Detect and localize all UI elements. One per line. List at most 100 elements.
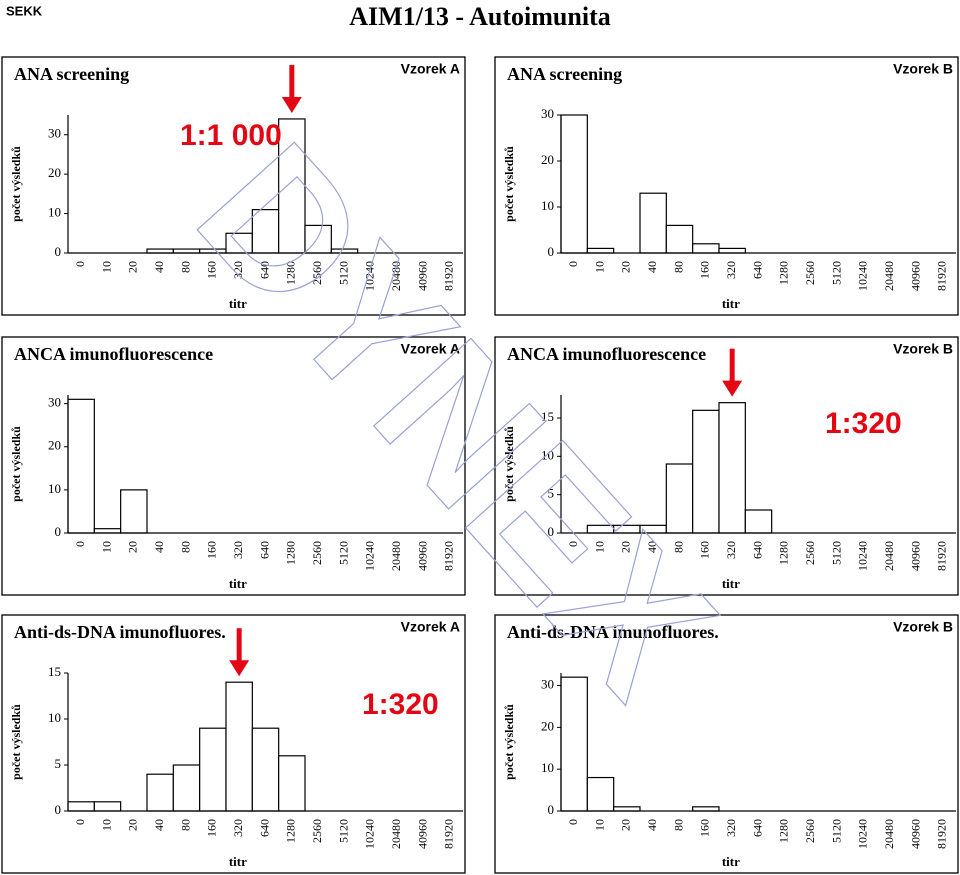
x-tick-label: 10240 <box>363 261 377 291</box>
bar <box>199 727 227 812</box>
x-tick-label: 320 <box>231 541 245 559</box>
bar <box>172 764 201 812</box>
x-tick-label: 5120 <box>336 541 350 565</box>
x-tick-label: 1280 <box>284 819 298 843</box>
y-tick-label: 0 <box>548 524 555 539</box>
chart: Anti-ds-DNA imunofluores. Vzorek B počet v… <box>494 614 959 874</box>
x-tick-label: 10 <box>592 541 606 553</box>
x-tick-label: 10240 <box>856 819 870 849</box>
x-tick-label: 0 <box>566 819 580 825</box>
x-axis-label: titr <box>722 854 740 869</box>
x-tick-label: 640 <box>257 261 271 279</box>
x-tick-label: 40 <box>645 261 659 273</box>
x-tick-label: 10240 <box>363 541 377 571</box>
logo: SEKK <box>6 3 43 18</box>
annotation: 1:1 000 <box>180 119 282 152</box>
bar <box>278 755 306 812</box>
x-tick-label: 160 <box>205 541 219 559</box>
y-tick-label: 15 <box>48 664 61 679</box>
x-tick-label: 1280 <box>777 819 791 843</box>
x-tick-label: 40960 <box>908 819 922 849</box>
x-tick-label: 10240 <box>856 541 870 571</box>
x-tick-label: 20480 <box>389 541 403 571</box>
panel <box>494 56 959 316</box>
bar <box>93 528 122 534</box>
sample-label: Vzorek B <box>893 61 953 77</box>
y-axis-label: počet výsledků <box>9 146 23 222</box>
x-axis-label: titr <box>229 296 247 311</box>
x-tick-label: 40 <box>645 541 659 553</box>
x-tick-label: 20 <box>619 261 633 273</box>
bar <box>146 773 174 812</box>
bar <box>718 247 746 254</box>
bar <box>692 409 720 534</box>
x-tick-label: 20480 <box>882 261 896 291</box>
x-tick-label: 640 <box>257 541 271 559</box>
x-tick-label: 20480 <box>882 541 896 571</box>
y-axis-label: počet výsledků <box>502 426 516 502</box>
highlight-arrow-head <box>281 96 302 113</box>
bar <box>586 776 615 812</box>
x-tick-label: 20480 <box>882 819 896 849</box>
x-tick-label: 81920 <box>935 819 949 849</box>
chart-title: ANA screening <box>507 64 622 84</box>
y-tick-label: 10 <box>48 710 61 725</box>
x-tick-label: 40960 <box>908 541 922 571</box>
x-axis-label: titr <box>229 854 247 869</box>
bar <box>586 247 615 254</box>
sample-label: Vzorek B <box>893 341 953 357</box>
y-tick-label: 15 <box>541 409 554 424</box>
y-tick-label: 30 <box>48 395 61 410</box>
y-tick-label: 10 <box>541 198 554 213</box>
y-tick-label: 0 <box>55 244 62 259</box>
x-tick-label: 20480 <box>389 261 403 291</box>
bar <box>665 224 694 254</box>
page-title: AIM1/13 - Autoimunita <box>349 2 610 31</box>
x-tick-label: 160 <box>698 541 712 559</box>
x-tick-label: 2560 <box>803 541 817 565</box>
chart: ANCA imunofluorescence Vzorek A počet výsl… <box>1 336 466 596</box>
x-tick-label: 40 <box>152 541 166 553</box>
x-tick-label: 0 <box>73 541 87 547</box>
x-tick-label: 10 <box>99 541 113 553</box>
x-tick-label: 1280 <box>777 541 791 565</box>
y-tick-label: 0 <box>548 802 555 817</box>
bar <box>560 114 588 254</box>
sample-label: Vzorek B <box>893 619 953 635</box>
x-tick-label: 160 <box>698 261 712 279</box>
x-tick-label: 80 <box>671 261 685 273</box>
y-tick-label: 20 <box>48 165 61 180</box>
x-tick-label: 20 <box>619 541 633 553</box>
y-axis-label: počet výsledků <box>9 426 23 502</box>
x-tick-label: 80 <box>178 541 192 553</box>
panel <box>494 336 959 596</box>
x-tick-label: 0 <box>566 541 580 547</box>
bar <box>613 806 641 812</box>
y-axis-label: počet výsledků <box>502 704 516 780</box>
x-tick-label: 80 <box>671 541 685 553</box>
bar <box>120 489 148 534</box>
annotation: 1:320 <box>362 688 439 721</box>
x-tick-label: 1280 <box>284 261 298 285</box>
x-tick-label: 40 <box>152 819 166 831</box>
highlight-arrow-head <box>722 380 743 397</box>
x-tick-label: 80 <box>178 819 192 831</box>
x-tick-label: 640 <box>750 541 764 559</box>
x-tick-label: 40960 <box>415 261 429 291</box>
x-tick-label: 320 <box>724 819 738 837</box>
x-tick-label: 1280 <box>284 541 298 565</box>
bar <box>639 192 667 254</box>
x-tick-label: 40 <box>645 819 659 831</box>
y-tick-label: 5 <box>55 756 62 771</box>
bar <box>225 681 253 812</box>
x-tick-label: 5120 <box>336 819 350 843</box>
chart-title: Anti-ds-DNA imunofluores. <box>507 622 719 642</box>
x-tick-label: 81920 <box>935 261 949 291</box>
x-tick-label: 2560 <box>310 541 324 565</box>
x-tick-label: 10240 <box>856 261 870 291</box>
bar <box>93 801 122 812</box>
x-axis-label: titr <box>722 576 740 591</box>
x-tick-label: 2560 <box>803 819 817 843</box>
x-tick-label: 640 <box>257 819 271 837</box>
bar <box>560 676 588 812</box>
